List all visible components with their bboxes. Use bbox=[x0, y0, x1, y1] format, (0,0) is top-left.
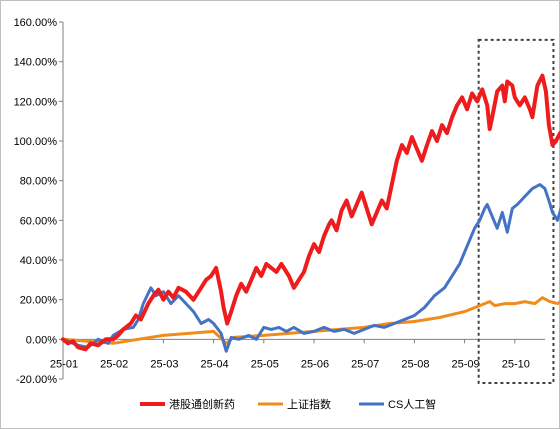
x-tick-label: 25-08 bbox=[401, 358, 429, 370]
series-line-0 bbox=[61, 73, 560, 352]
y-tick-label: 140.00% bbox=[14, 57, 58, 69]
legend-label-1: 上证指数 bbox=[287, 397, 331, 411]
y-tick-label: 100.00% bbox=[14, 136, 58, 148]
x-tick-label: 25-02 bbox=[100, 358, 128, 370]
x-tick-label: 25-01 bbox=[50, 358, 78, 370]
y-tick-label: 60.00% bbox=[20, 215, 58, 227]
x-tick-label: 25-10 bbox=[502, 358, 530, 370]
x-tick-label: 25-06 bbox=[301, 358, 329, 370]
y-tick-label: 40.00% bbox=[20, 255, 58, 267]
x-tick-label: 25-07 bbox=[351, 358, 379, 370]
x-tick-label: 25-03 bbox=[150, 358, 178, 370]
y-tick-label: 80.00% bbox=[20, 176, 58, 188]
y-tick-label: 20.00% bbox=[20, 295, 58, 307]
series-line-2 bbox=[61, 183, 560, 353]
y-tick-label: 120.00% bbox=[14, 96, 58, 108]
chart-axes: 160.00% 140.00% 120.00% 100.00% 80.00% 60.00%… bbox=[14, 17, 545, 386]
y-tick-label: 160.00% bbox=[14, 17, 58, 29]
x-tick-label: 25-05 bbox=[251, 358, 279, 370]
chart-legend: 港股通创新药 上证指数 CS人工智 bbox=[140, 397, 436, 411]
y-tick-label: -20.00% bbox=[16, 374, 57, 386]
legend-label-0: 港股通创新药 bbox=[169, 397, 235, 411]
y-tick-label: 0.00% bbox=[26, 334, 57, 346]
series-lines bbox=[61, 73, 560, 353]
legend-label-2: CS人工智 bbox=[388, 397, 436, 411]
x-tick-label: 25-04 bbox=[201, 358, 229, 370]
series-line-1 bbox=[61, 296, 560, 345]
x-tick-label: 25-09 bbox=[452, 358, 480, 370]
